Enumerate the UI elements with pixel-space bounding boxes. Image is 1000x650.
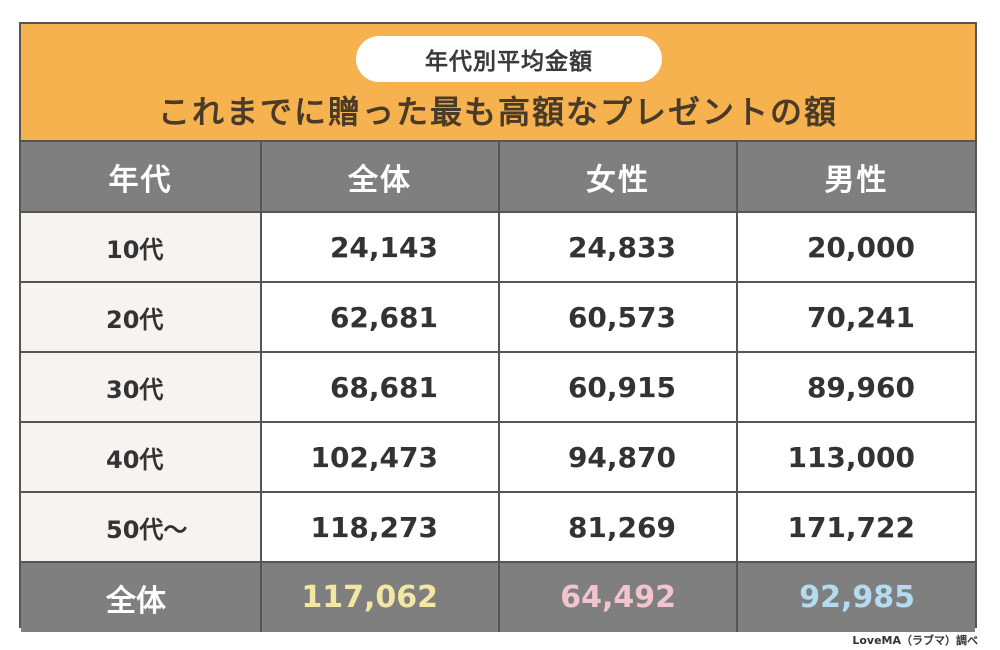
page-title: これまでに贈った最も高額なプレゼントの額 xyxy=(157,93,838,131)
table-row: 10代 24,143 24,833 20,000 xyxy=(21,211,975,283)
total-label-cell: 全体 xyxy=(21,561,262,632)
all-cell: 24,143 xyxy=(260,211,500,283)
column-header-all: 全体 xyxy=(260,142,500,213)
total-all-cell: 117,062 xyxy=(260,561,500,632)
all-cell: 62,681 xyxy=(260,281,500,353)
male-cell: 70,241 xyxy=(736,281,975,353)
total-male-cell: 92,985 xyxy=(736,561,975,632)
all-cell: 102,473 xyxy=(260,421,500,493)
female-cell: 94,870 xyxy=(498,421,738,493)
all-cell: 118,273 xyxy=(260,491,500,563)
age-cell: 30代 xyxy=(21,351,262,423)
column-header-age: 年代 xyxy=(21,142,262,213)
subtitle-pill: 年代別平均金額 xyxy=(356,36,662,82)
table-header-row: 年代 全体 女性 男性 xyxy=(21,142,975,213)
male-cell: 89,960 xyxy=(736,351,975,423)
average-amount-table: 年代 全体 女性 男性 10代 24,143 24,833 20,000 20代… xyxy=(21,142,975,632)
female-cell: 60,573 xyxy=(498,281,738,353)
age-cell: 40代 xyxy=(21,421,262,493)
female-cell: 60,915 xyxy=(498,351,738,423)
column-header-female: 女性 xyxy=(498,142,738,213)
column-header-male: 男性 xyxy=(736,142,975,213)
total-row: 全体 117,062 64,492 92,985 xyxy=(21,561,975,632)
male-cell: 171,722 xyxy=(736,491,975,563)
table-row: 20代 62,681 60,573 70,241 xyxy=(21,281,975,353)
age-cell: 10代 xyxy=(21,211,262,283)
all-cell: 68,681 xyxy=(260,351,500,423)
table-row: 50代〜 118,273 81,269 171,722 xyxy=(21,491,975,563)
source-credit: LoveMA（ラブマ）調べ xyxy=(852,634,978,647)
table-row: 30代 68,681 60,915 89,960 xyxy=(21,351,975,423)
header-banner: 年代別平均金額 これまでに贈った最も高額なプレゼントの額 xyxy=(21,24,975,142)
age-cell: 50代〜 xyxy=(21,491,262,563)
male-cell: 20,000 xyxy=(736,211,975,283)
total-female-cell: 64,492 xyxy=(498,561,738,632)
age-cell: 20代 xyxy=(21,281,262,353)
female-cell: 24,833 xyxy=(498,211,738,283)
female-cell: 81,269 xyxy=(498,491,738,563)
infographic-frame: 年代別平均金額 これまでに贈った最も高額なプレゼントの額 年代 全体 女性 男性… xyxy=(19,22,977,632)
table-row: 40代 102,473 94,870 113,000 xyxy=(21,421,975,493)
male-cell: 113,000 xyxy=(736,421,975,493)
